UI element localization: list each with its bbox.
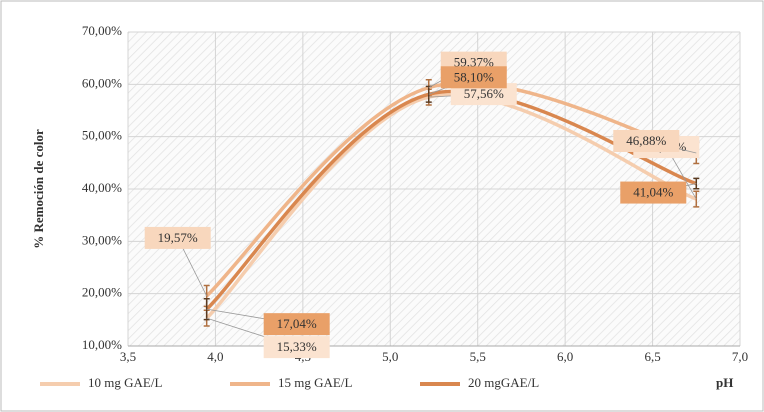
data-label: 41,04% (633, 185, 673, 200)
legend-label: 10 mg GAE/L (88, 375, 162, 390)
x-tick-label: 6,5 (644, 349, 660, 364)
data-label: 19,57% (158, 230, 198, 245)
x-tick-label: 5,5 (470, 349, 486, 364)
x-tick-label: 7,0 (732, 349, 748, 364)
y-tick-label: 40,00% (82, 180, 122, 195)
y-tick-label: 20,00% (82, 285, 122, 300)
x-tick-label: 3,5 (120, 349, 136, 364)
data-label: 59,37% (454, 55, 494, 70)
legend-label: 15 mg GAE/L (278, 375, 352, 390)
x-axis-label: pH (716, 375, 733, 390)
data-label-box (440, 66, 507, 89)
data-label: 58,10% (454, 69, 494, 84)
error-bar (693, 190, 700, 208)
error-bar (693, 177, 700, 190)
y-axis-label: % Remoción de color (31, 129, 46, 249)
legend-label: 20 mgGAE/L (468, 375, 539, 390)
data-label: 46,88% (626, 133, 666, 148)
data-label-box (613, 129, 680, 152)
x-tick-label: 6,0 (557, 349, 573, 364)
y-tick-label: 30,00% (82, 232, 122, 247)
data-label-box (620, 181, 687, 204)
data-label-box (144, 226, 211, 249)
y-tick-label: 70,00% (82, 23, 122, 38)
data-label: 17,04% (277, 316, 317, 331)
y-tick-label: 10,00% (82, 337, 122, 352)
y-tick-label: 60,00% (82, 75, 122, 90)
y-tick-label: 50,00% (82, 128, 122, 143)
data-label: 15,33% (277, 339, 317, 354)
x-tick-label: 4,0 (207, 349, 223, 364)
data-label: 57,56% (464, 86, 504, 101)
data-label-box (263, 313, 330, 336)
x-tick-label: 5,0 (382, 349, 398, 364)
data-label-box (263, 336, 330, 359)
data-label-box (450, 83, 517, 106)
